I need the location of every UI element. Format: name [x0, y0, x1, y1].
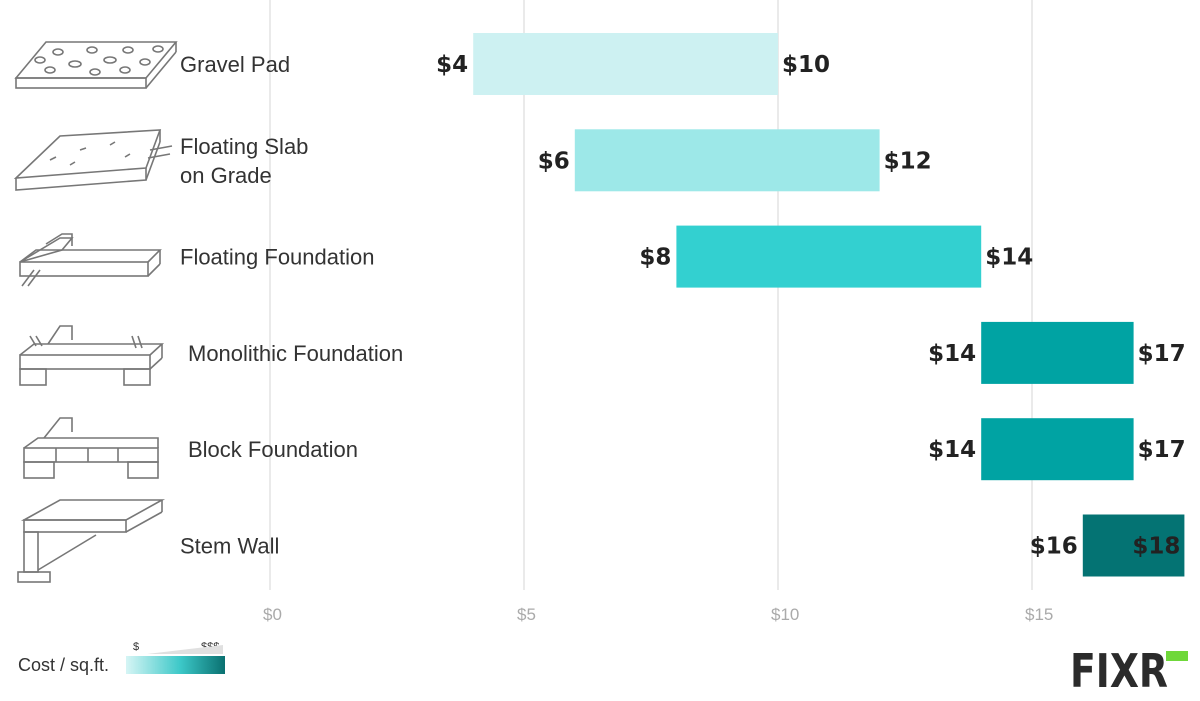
x-axis-ticks: $0 $5 $10 $15	[263, 605, 1053, 624]
bar-low-label: $16	[1030, 534, 1078, 560]
bar	[981, 321, 1134, 384]
fixr-logo-text: FIXR	[1070, 645, 1168, 691]
x-tick-label: $5	[517, 605, 536, 624]
bar-high-label: $10	[782, 52, 830, 78]
category-label: Block Foundation	[188, 437, 358, 462]
bar-high-label: $17	[1138, 437, 1186, 463]
bar-high-label: $17	[1138, 341, 1186, 367]
legend-min-label: $	[133, 641, 140, 653]
bar-low-label: $14	[928, 341, 976, 367]
fixr-logo-accent	[1166, 651, 1188, 661]
category-label-line: Block Foundation	[188, 437, 358, 462]
category-label-line: Stem Wall	[180, 534, 279, 559]
category-label: Floating Slab on Grade	[180, 134, 308, 188]
x-tick-label: $15	[1025, 605, 1053, 624]
monolithic-foundation-icon	[19, 325, 165, 386]
category-label-line: Floating Slab	[180, 134, 308, 159]
bar-low-label: $14	[928, 437, 976, 463]
bar-high-label: $14	[985, 245, 1033, 271]
category-label-line: on Grade	[180, 163, 272, 188]
category-icons	[13, 41, 178, 583]
bar	[676, 225, 982, 288]
bar	[473, 33, 778, 95]
bar-high-label: $18	[1132, 534, 1180, 560]
bar-high-label: $12	[884, 148, 932, 174]
legend-gradient-bar	[126, 656, 225, 674]
block-foundation-icon	[23, 417, 159, 479]
fixr-logo: FIXR	[1070, 645, 1188, 691]
stem-wall-icon	[17, 499, 166, 583]
bars: $4 $10 $6 $12 $8 $14 $14 $17 $14 $17 $16 $18	[436, 33, 1186, 577]
bar-low-label: $8	[639, 245, 671, 271]
bar-low-label: $4	[436, 52, 468, 78]
gridlines	[269, 0, 1033, 590]
floating-slab-icon	[13, 129, 173, 191]
legend-wedge-icon	[147, 645, 223, 654]
category-label: Floating Foundation	[180, 245, 374, 270]
legend-label: Cost / sq.ft.	[18, 655, 110, 675]
foundation-cost-chart: $0 $5 $10 $15 $4 $10 $6 $12 $8 $14 $14 $17 $14 $17 $1…	[13, 0, 1186, 624]
bar	[574, 129, 880, 192]
bar	[981, 418, 1134, 481]
bar	[1082, 514, 1185, 577]
category-label: Stem Wall	[180, 534, 279, 559]
floating-foundation-icon	[19, 233, 162, 287]
x-tick-label: $0	[263, 605, 282, 624]
category-label-line: Monolithic Foundation	[188, 341, 403, 366]
category-label-line: Gravel Pad	[180, 52, 290, 77]
category-label-line: Floating Foundation	[180, 245, 374, 270]
category-label: Monolithic Foundation	[188, 341, 403, 366]
bar-low-label: $6	[538, 148, 570, 174]
category-label: Gravel Pad	[180, 52, 290, 77]
x-tick-label: $10	[771, 605, 799, 624]
gravel-pad-icon	[14, 41, 178, 89]
